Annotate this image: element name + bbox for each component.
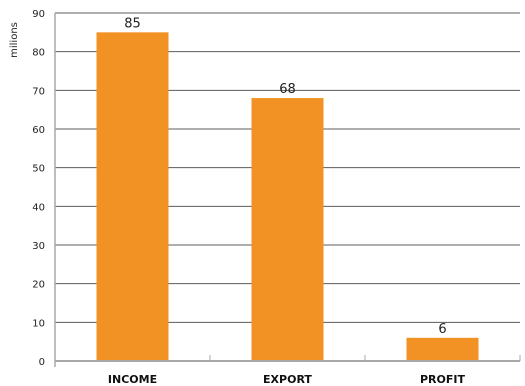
y-tick-label: 60 [32,125,45,136]
bar [406,337,479,361]
data-label: 85 [124,16,141,31]
y-tick-label: 30 [32,241,45,252]
labels: 0 10 20 30 40 50 60 70 80 90 85 INCOME 68 EXPORT 6 PROF… [32,9,465,386]
data-label: 6 [438,322,446,337]
y-tick-label: 0 [39,357,45,368]
bar [96,32,169,361]
y-tick-label: 10 [32,318,45,329]
y-axis-title: milions [9,22,20,58]
y-tick-label: 50 [32,164,45,175]
bar [251,98,324,362]
axes [54,13,521,367]
x-tick-label: EXPORT [263,373,312,386]
x-tick-label: PROFIT [420,373,465,386]
y-tick-label: 90 [32,9,45,20]
x-tick-label: INCOME [108,373,157,386]
y-tick-label: 20 [32,280,45,291]
y-tick-label: 70 [32,86,45,97]
y-tick-label: 40 [32,202,45,213]
bars [96,32,479,362]
data-label: 68 [279,82,296,97]
y-tick-label: 80 [32,48,45,59]
